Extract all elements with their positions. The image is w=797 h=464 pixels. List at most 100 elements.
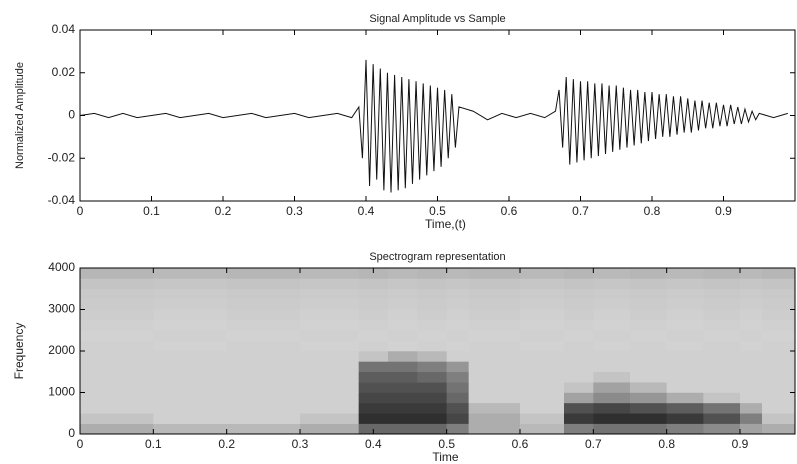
spectrogram-cell xyxy=(300,330,359,341)
x-tick-label: 0.9 xyxy=(715,204,732,218)
spectrogram-cell xyxy=(153,330,227,341)
spectrogram-cell xyxy=(762,413,796,424)
spectrogram-cell xyxy=(226,330,301,341)
spectrogram-cell xyxy=(446,371,469,383)
spectrogram-cell xyxy=(300,351,359,362)
spectrogram-cell xyxy=(446,309,469,321)
spectrogram-cell xyxy=(762,340,796,352)
x-tick-label: 0.5 xyxy=(429,204,446,218)
spectrogram-cell xyxy=(703,351,741,362)
spectrogram-cell xyxy=(740,309,763,321)
signal-line xyxy=(79,59,788,193)
spectrogram-cell xyxy=(358,288,389,300)
spectrogram-cell xyxy=(666,371,704,383)
spectrogram-cell xyxy=(417,309,447,321)
spectrogram-cell xyxy=(564,361,594,373)
spectrogram-cell xyxy=(80,340,154,352)
spectrogram-cell xyxy=(80,309,154,321)
spectrogram-cell xyxy=(468,371,521,383)
spectrogram-cell xyxy=(703,361,741,373)
spectrogram-cell xyxy=(153,319,227,331)
spectrogram-cell xyxy=(468,319,521,331)
spectrogram-cell xyxy=(666,288,704,300)
spectrogram-cell xyxy=(762,319,796,331)
spectrogram-cell xyxy=(358,340,389,352)
spectrogram-cell xyxy=(153,361,227,373)
spectrogram-cell xyxy=(564,371,594,383)
spectrogram-cell xyxy=(762,361,796,373)
spectrogram-cell xyxy=(80,382,154,393)
spectrogram-cell xyxy=(446,268,469,279)
x-tick-label: 0.7 xyxy=(585,437,602,451)
spectrogram-cell xyxy=(703,402,741,414)
spectrogram-cell xyxy=(358,371,389,383)
spectrogram-cell xyxy=(300,371,359,383)
spectrogram-cell xyxy=(388,402,418,414)
x-tick-label: 0.2 xyxy=(215,204,232,218)
spectrogram-cell xyxy=(153,340,227,352)
spectrogram-cell xyxy=(593,309,631,321)
spectrogram-cell xyxy=(468,309,521,321)
spectrogram-cell xyxy=(417,361,447,373)
y-tick-label: 0 xyxy=(68,426,75,440)
spectrogram-cell xyxy=(520,351,565,362)
spectrogram-cell xyxy=(417,288,447,300)
spectrogram-cell xyxy=(630,288,667,300)
spectrogram-cell xyxy=(564,351,594,362)
spectrogram-cell xyxy=(564,423,594,435)
spectrogram-cell xyxy=(666,309,704,321)
spectrogram-cell xyxy=(226,309,301,321)
spectrogram-cell xyxy=(300,392,359,404)
spectrogram-cell xyxy=(153,413,227,424)
spectrogram-cell xyxy=(520,392,565,404)
spectrogram-cell xyxy=(762,309,796,321)
spectrogram-cell xyxy=(630,278,667,290)
spectrogram-cell xyxy=(593,340,631,352)
spectrogram-cell xyxy=(703,319,741,331)
spectrogram-cell xyxy=(388,423,418,435)
spectrogram-cell xyxy=(703,309,741,321)
spectrogram-cell xyxy=(388,351,418,362)
x-tick-label: 0.6 xyxy=(512,437,529,451)
spectrogram-cell xyxy=(300,361,359,373)
spectrogram-cell xyxy=(388,319,418,331)
spectrogram-cell xyxy=(630,371,667,383)
spectrogram-cell xyxy=(520,330,565,341)
spectrogram-cell xyxy=(80,330,154,341)
spectrogram-cell xyxy=(388,361,418,373)
spectrogram-cell xyxy=(417,268,447,279)
spectrogram-cell xyxy=(593,330,631,341)
spectrogram-cell xyxy=(666,382,704,393)
spectrogram-cell xyxy=(446,382,469,393)
y-tick-label: 0 xyxy=(68,108,75,122)
spectrogram-cell xyxy=(593,299,631,310)
spectrogram-cell xyxy=(226,361,301,373)
spectrogram-cell xyxy=(564,382,594,393)
spectrogram-cell xyxy=(417,371,447,383)
spectrogram-cell xyxy=(593,268,631,279)
spectrogram-cell xyxy=(80,371,154,383)
spectrogram-cell xyxy=(520,319,565,331)
spectrogram-cell xyxy=(358,299,389,310)
spectrogram-cell xyxy=(446,319,469,331)
plot-title: Spectrogram representation xyxy=(369,251,505,263)
spectrogram-cell xyxy=(520,340,565,352)
spectrogram-cell xyxy=(593,288,631,300)
spectrogram-cell xyxy=(358,268,389,279)
spectrogram-cell xyxy=(703,371,741,383)
spectrogram-cell xyxy=(740,330,763,341)
spectrogram-cell xyxy=(226,371,301,383)
spectrogram-cell xyxy=(226,423,301,435)
spectrogram-cell xyxy=(388,413,418,424)
spectrogram-cell xyxy=(446,288,469,300)
spectrogram-cell xyxy=(740,413,763,424)
spectrogram-cell xyxy=(630,423,667,435)
spectrogram-cell xyxy=(520,278,565,290)
spectrogram-cell xyxy=(446,278,469,290)
spectrogram-cell xyxy=(80,268,154,279)
spectrogram-cell xyxy=(226,351,301,362)
axes-frame xyxy=(79,29,796,202)
spectrogram-cell xyxy=(520,371,565,383)
spectrogram-cell xyxy=(740,423,763,435)
